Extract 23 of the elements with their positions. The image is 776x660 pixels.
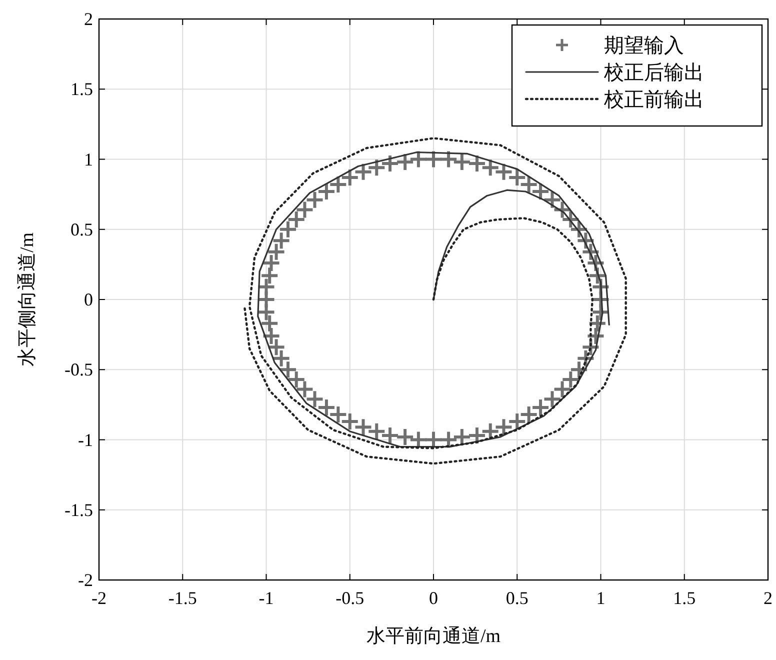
y-tick-label: -1 xyxy=(78,430,93,450)
x-tick-label: -1 xyxy=(258,588,274,608)
legend-label: 校正后输出 xyxy=(603,62,704,84)
x-tick-label: 0.5 xyxy=(506,588,528,608)
x-axis-title: 水平前向通道/m xyxy=(366,626,501,647)
y-tick-label: 2 xyxy=(84,9,93,29)
legend-label: 校正前输出 xyxy=(603,89,704,111)
y-tick-label: -0.5 xyxy=(64,360,93,380)
y-tick-label: -2 xyxy=(78,570,93,590)
x-tick-label: 1.5 xyxy=(673,588,696,608)
y-tick-label: 1 xyxy=(84,149,93,170)
x-tick-label: 1 xyxy=(596,588,606,608)
y-tick-label: 0.5 xyxy=(70,219,93,240)
x-tick-label: -0.5 xyxy=(336,588,364,608)
x-tick-label: 2 xyxy=(764,588,772,608)
y-tick-label: 1.5 xyxy=(70,79,93,100)
line-series xyxy=(243,137,627,465)
y-axis-title: 水平侧向通道/m xyxy=(17,232,38,367)
x-tick-label: 0 xyxy=(429,588,438,608)
x-tick-label: -1.5 xyxy=(168,588,197,608)
legend-label: 期望输入 xyxy=(604,35,684,57)
y-tick-label: -1.5 xyxy=(64,500,93,520)
y-tick-label: 0 xyxy=(84,290,93,310)
